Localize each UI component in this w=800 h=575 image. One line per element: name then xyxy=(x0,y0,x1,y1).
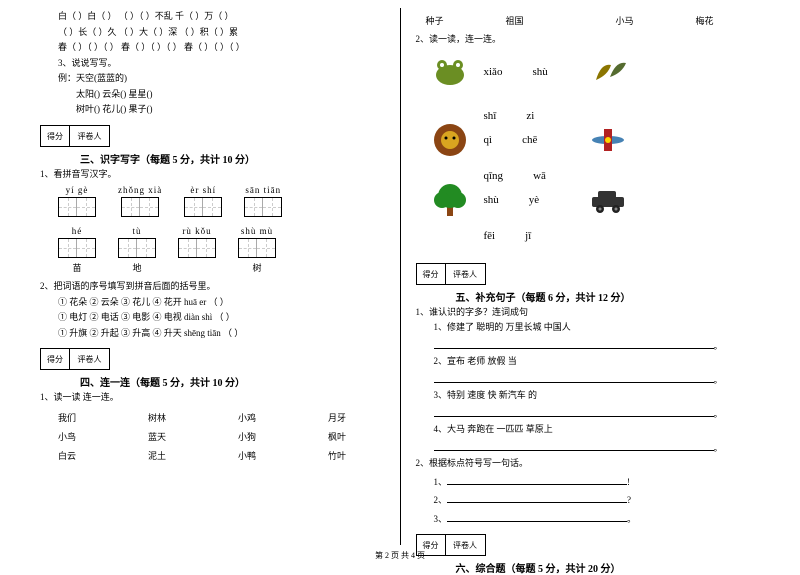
pic-row-3: qìchē xyxy=(416,121,761,159)
s3-q2-l1: ① 花朵 ② 云朵 ③ 花儿 ④ 花开 huā er （ ） xyxy=(40,296,385,310)
match-row-extra: 种子 祖国 小马 梅花 xyxy=(416,14,761,27)
blank-line xyxy=(434,371,714,383)
q3-row1: 太阳() 云朵() 星星() xyxy=(40,88,385,102)
s3-q2-l2: ① 电灯 ② 电话 ③ 电影 ④ 电视 diàn shì （ ） xyxy=(40,311,385,325)
fill-line-3: 春（ ）（ ）（ ） 春（ ）（ ）（ ） 春（ ）（ ）（ ） xyxy=(40,41,385,55)
match-row-3: 白云 泥土 小鸭 竹叶 xyxy=(40,449,385,462)
frog-icon xyxy=(426,53,474,91)
score-cell: 得分 xyxy=(40,125,70,147)
s5-item-1: 1、修建了 聪明的 万里长城 中国人 xyxy=(416,321,761,335)
pic-row-1: xiǎoshù xyxy=(416,53,761,91)
section-3-title: 三、识字写字（每题 5 分，共计 10 分） xyxy=(80,151,385,166)
leaf-icon xyxy=(584,53,632,91)
s4-q1: 1、读一读 连一连。 xyxy=(40,391,385,405)
s5-item-4: 4、大马 奔跑在 一匹匹 草原上 xyxy=(416,423,761,437)
score-box-5: 得分 评卷人 xyxy=(416,263,761,285)
s3-q1: 1、看拼音写汉字。 xyxy=(40,168,385,182)
s5-item-3: 3、特别 速度 快 新汽车 的 xyxy=(416,389,761,403)
q3-row2: 树叶() 花儿() 果子() xyxy=(40,103,385,117)
section-4-title: 四、连一连（每题 5 分，共计 10 分） xyxy=(80,374,385,389)
tree-icon xyxy=(426,181,474,219)
blank-line xyxy=(447,473,627,485)
section-5-title: 五、补充句子（每题 6 分，共计 12 分） xyxy=(456,289,761,304)
grader-cell: 评卷人 xyxy=(70,348,110,370)
pic-row-5: shùyè xyxy=(416,181,761,219)
blank-line xyxy=(434,439,714,451)
s5-q2: 2、根据标点符号写一句话。 xyxy=(416,457,761,471)
plane-icon xyxy=(584,121,632,159)
lion-icon xyxy=(426,121,474,159)
car-icon xyxy=(584,181,632,219)
blank-line xyxy=(434,337,714,349)
s5-item-2: 2、宣布 老师 放假 当 xyxy=(416,355,761,369)
score-box-4: 得分 评卷人 xyxy=(40,348,385,370)
column-divider xyxy=(400,8,401,545)
s4b-q2: 2、读一读，连一连。 xyxy=(416,33,761,47)
score-cell: 得分 xyxy=(416,263,446,285)
q3-example: 例：天空(蓝蓝的) xyxy=(40,72,385,86)
page-container: 白（ ）白（ ） （ ）（ ）不乱 千（ ）万（ ） （ ）长（ ）久 （ ）大… xyxy=(0,0,800,545)
section-6-title: 六、综合题（每题 5 分，共计 20 分） xyxy=(456,560,761,575)
q3-title: 3、说说写写。 xyxy=(40,57,385,71)
fill-line-2: （ ）长（ ）久 （ ）大（ ）深 （ ）积（ ）累 xyxy=(40,26,385,40)
blank-line xyxy=(447,510,627,522)
right-column: 种子 祖国 小马 梅花 2、读一读，连一连。 xiǎoshù shīzi qìc… xyxy=(406,8,771,545)
page-footer: 第 2 页 共 4 页 xyxy=(0,550,800,561)
fill-line-1: 白（ ）白（ ） （ ）（ ）不乱 千（ ）万（ ） xyxy=(40,10,385,24)
blank-line xyxy=(447,491,627,503)
match-row-1: 我们 树林 小鸡 月牙 xyxy=(40,411,385,424)
match-row-2: 小鸟 蓝天 小狗 枫叶 xyxy=(40,430,385,443)
left-column: 白（ ）白（ ） （ ）（ ）不乱 千（ ）万（ ） （ ）长（ ）久 （ ）大… xyxy=(30,8,395,545)
s5-q1: 1、谁认识的字多？连词成句 xyxy=(416,306,761,320)
s3-q2-l3: ① 升旗 ② 升起 ③ 升高 ④ 升天 shēng tiān （ ） xyxy=(40,327,385,341)
pinyin-row-2: hé苗 tù地 rù kǒu shù mù树 xyxy=(40,226,385,274)
score-cell: 得分 xyxy=(40,348,70,370)
pinyin-row-1: yí gè zhǒng xià èr shí sān tiān xyxy=(40,185,385,218)
blank-line xyxy=(434,405,714,417)
grader-cell: 评卷人 xyxy=(70,125,110,147)
grader-cell: 评卷人 xyxy=(446,263,486,285)
s3-q2: 2、把词语的序号填写到拼音后面的括号里。 xyxy=(40,280,385,294)
score-box-3: 得分 评卷人 xyxy=(40,125,385,147)
pic-row-6: fēijī xyxy=(416,217,761,255)
